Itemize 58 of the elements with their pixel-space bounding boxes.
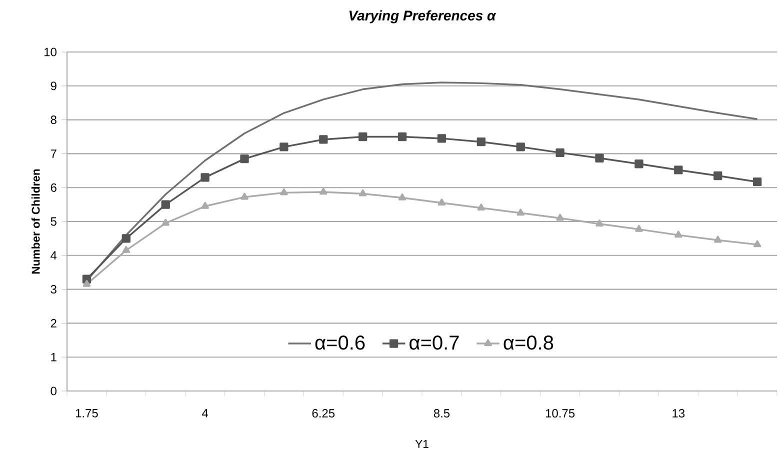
legend-label: α=0.8 (504, 336, 554, 350)
point (280, 142, 288, 152)
point (714, 171, 722, 180)
point (752, 178, 762, 186)
y-tick-label: 2 (50, 319, 56, 328)
point (516, 142, 525, 152)
point (556, 148, 564, 158)
x-axis-title: Y1 (415, 440, 428, 448)
x-tick-label: 13 (672, 409, 685, 418)
y-tick-label: 10 (44, 48, 56, 56)
point (240, 192, 248, 200)
point (320, 188, 328, 195)
point (280, 188, 288, 196)
point (714, 236, 722, 243)
point (162, 218, 170, 226)
y-tick-label: 7 (50, 150, 56, 158)
point (240, 154, 249, 164)
y-tick-label: 8 (50, 116, 56, 124)
point (437, 134, 446, 143)
y-tick-label: 5 (50, 217, 56, 226)
point (122, 234, 131, 243)
y-tick-label: 9 (50, 82, 56, 90)
point (634, 160, 644, 168)
legend-label: α=0.7 (410, 336, 459, 350)
point (438, 198, 446, 206)
point (398, 132, 407, 142)
point (358, 189, 367, 196)
point (596, 220, 604, 226)
y-tick-label: 1 (51, 352, 56, 362)
chart-title: Varying Preferences α (349, 10, 496, 24)
y-tick-label: 3 (50, 285, 56, 294)
point (516, 208, 524, 216)
point (556, 214, 564, 221)
point (476, 138, 486, 146)
x-tick-label: 8.5 (434, 409, 450, 418)
y-tick-label: 4 (50, 251, 57, 260)
point (674, 166, 683, 174)
point (122, 246, 130, 253)
y-tick-label: 0 (50, 386, 56, 396)
point (595, 154, 604, 162)
point (674, 230, 682, 238)
point (635, 224, 643, 232)
point (161, 200, 170, 209)
x-tick-label: 10.75 (546, 409, 575, 418)
x-tick-label: 4 (202, 409, 208, 418)
point (358, 132, 368, 142)
legend-label: α=0.6 (315, 336, 365, 350)
point (200, 173, 210, 182)
point (82, 280, 91, 287)
point (319, 135, 328, 144)
point (753, 240, 762, 248)
x-tick-label: 6.25 (312, 409, 335, 418)
y-tick-label: 6 (50, 183, 56, 192)
point (398, 193, 406, 200)
y-axis-title: Number of Children (31, 169, 40, 274)
point (201, 202, 209, 209)
point (477, 204, 486, 211)
x-tick-label: 1.75 (76, 409, 98, 418)
